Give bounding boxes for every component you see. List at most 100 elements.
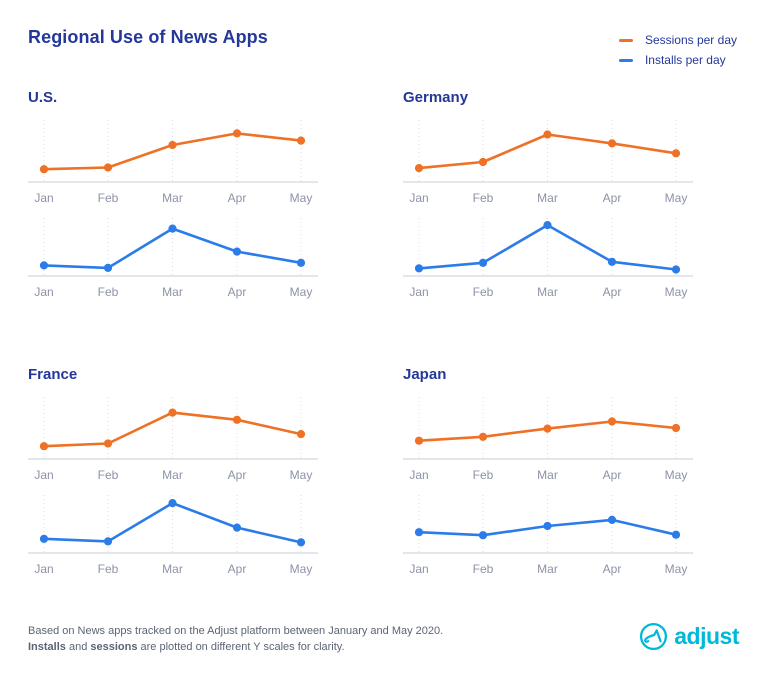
chart-germany-sessions: Jan Feb Mar Apr May	[403, 120, 693, 205]
region-block-france: France Jan Feb Mar Apr May Jan Feb Mar Apr May	[28, 365, 318, 579]
legend-label-installs: Installs per day	[644, 53, 726, 67]
x-tick-label: Feb	[98, 285, 119, 299]
footnote-bold-sessions: sessions	[90, 640, 138, 653]
x-tick-label: Apr	[228, 468, 247, 482]
x-tick-label: Feb	[98, 562, 119, 576]
x-tick-label: Jan	[409, 468, 428, 482]
page-title: Regional Use of News Apps	[28, 27, 268, 47]
region-charts: Jan Feb Mar Apr May Jan Feb Mar Apr May	[403, 118, 693, 302]
x-tick-label: Apr	[603, 285, 622, 299]
region-title: U.S.	[28, 89, 58, 106]
x-tick-label: Jan	[34, 285, 53, 299]
chart-germany-installs: Jan Feb Mar Apr May	[403, 218, 693, 299]
legend-item-sessions: Sessions per day	[618, 33, 737, 47]
x-tick-label: May	[665, 562, 688, 576]
data-point	[671, 265, 681, 274]
data-point	[296, 538, 306, 547]
footnote: Based on News apps tracked on the Adjust…	[28, 624, 443, 655]
region-block-japan: Japan Jan Feb Mar Apr May Jan Feb Mar Apr May	[403, 365, 693, 579]
legend-item-installs: Installs per day	[618, 53, 737, 67]
footnote-line2-mid: and	[65, 640, 91, 653]
x-tick-label: Apr	[228, 562, 247, 576]
footnote-bold-installs: Installs	[28, 640, 66, 653]
data-point	[607, 139, 617, 148]
x-tick-label: Mar	[162, 562, 183, 576]
sessions-line-swatch-icon	[618, 38, 633, 42]
x-tick-label: Apr	[603, 562, 622, 576]
x-tick-label: May	[665, 285, 688, 299]
x-tick-label: Mar	[162, 191, 183, 205]
x-tick-label: Feb	[98, 468, 119, 482]
data-point	[232, 415, 242, 424]
region-title: Japan	[403, 366, 447, 383]
data-point	[478, 432, 488, 441]
region-title: France	[28, 366, 78, 383]
chart-japan-sessions: Jan Feb Mar Apr May	[403, 397, 693, 482]
data-point	[39, 261, 49, 270]
x-tick-label: Feb	[473, 285, 494, 299]
data-point	[168, 408, 177, 417]
data-point	[671, 530, 681, 539]
region-title: Germany	[403, 89, 469, 106]
series-line-us-sessions	[42, 132, 303, 171]
adjust-logo: adjust	[639, 622, 739, 651]
data-point	[103, 439, 113, 448]
data-point	[39, 165, 49, 174]
adjust-logo-text: adjust	[674, 623, 739, 649]
data-point	[543, 424, 552, 433]
data-point	[414, 528, 424, 537]
data-point	[478, 258, 488, 267]
data-point	[168, 224, 177, 233]
footnote-line2-rest: are plotted on different Y scales for cl…	[137, 640, 345, 653]
region-charts: Jan Feb Mar Apr May Jan Feb Mar Apr May	[28, 118, 318, 302]
x-tick-label: Apr	[228, 191, 247, 205]
data-point	[103, 163, 113, 172]
data-point	[39, 442, 49, 451]
adjust-logo-mark-icon	[640, 622, 668, 651]
data-point	[296, 258, 306, 267]
x-tick-label: Mar	[162, 285, 183, 299]
x-tick-label: Jan	[409, 562, 428, 576]
data-point	[671, 149, 681, 158]
data-point	[607, 417, 617, 426]
x-tick-label: Feb	[473, 191, 494, 205]
x-tick-label: Apr	[603, 191, 622, 205]
x-tick-label: Mar	[537, 468, 558, 482]
x-tick-label: Apr	[603, 468, 622, 482]
x-tick-label: Jan	[409, 285, 428, 299]
data-point	[478, 157, 488, 167]
data-point	[232, 523, 242, 532]
x-tick-label: May	[290, 285, 313, 299]
data-point	[103, 263, 113, 272]
x-tick-label: Feb	[98, 191, 119, 205]
data-point	[607, 515, 617, 524]
x-tick-label: Jan	[409, 191, 428, 205]
x-tick-label: May	[665, 191, 688, 205]
chart-us-installs: Jan Feb Mar Apr May	[28, 218, 318, 299]
data-point	[414, 264, 424, 273]
series-line-france-installs	[42, 501, 303, 544]
data-point	[543, 130, 552, 139]
chart-france-installs: Jan Feb Mar Apr May	[28, 495, 318, 576]
region-block-germany: Germany Jan Feb Mar Apr May Jan Feb Mar Apr May	[403, 88, 693, 302]
data-point	[414, 164, 424, 173]
chart-us-sessions: Jan Feb Mar Apr May	[28, 120, 318, 205]
data-point	[232, 129, 242, 138]
data-point	[103, 537, 113, 546]
x-tick-label: Jan	[34, 468, 53, 482]
x-tick-label: May	[290, 191, 313, 205]
data-point	[543, 521, 552, 531]
data-point	[168, 140, 177, 150]
data-point	[543, 221, 552, 230]
data-point	[414, 436, 424, 445]
footnote-line1: Based on News apps tracked on the Adjust…	[28, 625, 444, 637]
data-point	[296, 136, 306, 145]
installs-line-swatch-icon	[618, 58, 633, 62]
x-tick-label: Jan	[34, 562, 53, 576]
data-point	[296, 430, 306, 439]
x-tick-label: Feb	[473, 562, 494, 576]
x-tick-label: Mar	[537, 285, 558, 299]
data-point	[671, 423, 681, 433]
data-point	[478, 531, 488, 540]
